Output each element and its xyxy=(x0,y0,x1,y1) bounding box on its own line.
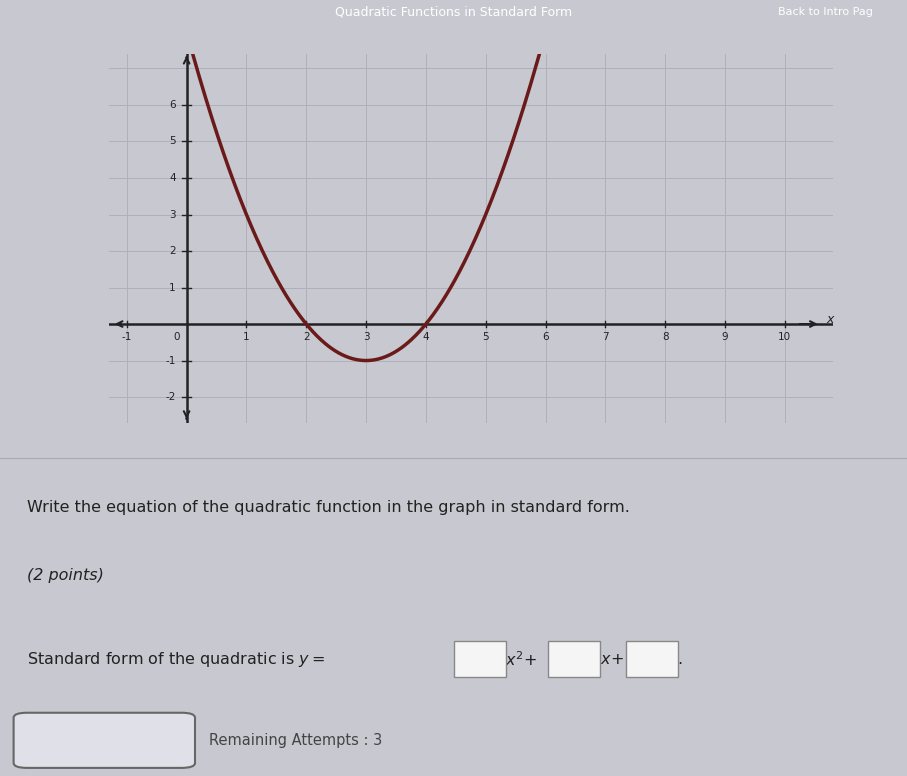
Text: 4: 4 xyxy=(423,332,429,342)
Text: 4: 4 xyxy=(170,173,176,183)
Text: Quadratic Functions in Standard Form: Quadratic Functions in Standard Form xyxy=(335,6,572,19)
Text: $x\!+$: $x\!+$ xyxy=(600,652,624,667)
FancyBboxPatch shape xyxy=(548,642,600,677)
Text: 10: 10 xyxy=(778,332,791,342)
Text: 5: 5 xyxy=(483,332,489,342)
Text: $x^2\!+$: $x^2\!+$ xyxy=(505,650,538,669)
Text: 8: 8 xyxy=(662,332,668,342)
Text: -1: -1 xyxy=(122,332,132,342)
Text: 6: 6 xyxy=(542,332,549,342)
Text: Check answer: Check answer xyxy=(51,733,158,748)
Text: 9: 9 xyxy=(722,332,728,342)
Text: 0: 0 xyxy=(173,332,180,342)
Text: 7: 7 xyxy=(602,332,609,342)
Text: Back to Intro Pag: Back to Intro Pag xyxy=(778,8,873,17)
Text: -1: -1 xyxy=(165,355,176,365)
Text: (2 points): (2 points) xyxy=(27,568,104,584)
Text: x: x xyxy=(826,314,834,326)
FancyBboxPatch shape xyxy=(454,642,506,677)
Text: Write the equation of the quadratic function in the graph in standard form.: Write the equation of the quadratic func… xyxy=(27,501,630,515)
Text: $.$: $.$ xyxy=(677,652,682,667)
Text: Remaining Attempts : 3: Remaining Attempts : 3 xyxy=(209,733,382,748)
Text: 2: 2 xyxy=(303,332,309,342)
Text: 1: 1 xyxy=(243,332,249,342)
Text: 3: 3 xyxy=(170,210,176,220)
Text: 3: 3 xyxy=(363,332,369,342)
FancyBboxPatch shape xyxy=(626,642,678,677)
Text: Standard form of the quadratic is $y =$: Standard form of the quadratic is $y =$ xyxy=(27,650,326,669)
FancyBboxPatch shape xyxy=(14,712,195,768)
Text: 6: 6 xyxy=(170,100,176,110)
Text: -2: -2 xyxy=(165,392,176,402)
Text: 1: 1 xyxy=(170,282,176,293)
Text: 5: 5 xyxy=(170,137,176,147)
Text: 2: 2 xyxy=(170,246,176,256)
